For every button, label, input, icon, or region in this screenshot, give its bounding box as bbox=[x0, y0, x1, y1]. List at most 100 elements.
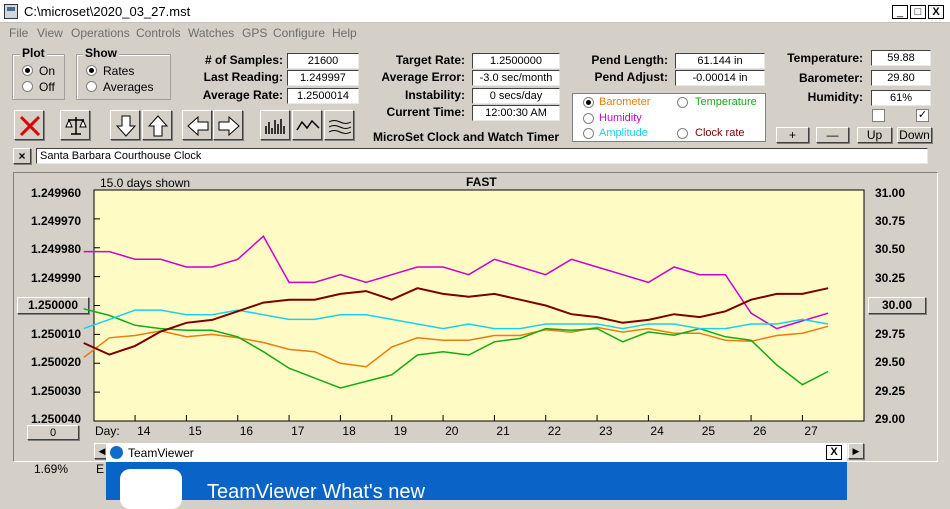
show-averages-label: Averages bbox=[103, 80, 154, 94]
minimize-button[interactable]: _ bbox=[892, 5, 908, 19]
series-line-temperature bbox=[83, 308, 829, 389]
menu-view[interactable]: View bbox=[37, 26, 63, 40]
menu-watches[interactable]: Watches bbox=[188, 26, 235, 40]
last-reading-label: Last Reading: bbox=[203, 70, 283, 84]
day-tick-label: 21 bbox=[496, 424, 510, 438]
histogram-icon bbox=[265, 119, 285, 134]
down-button[interactable]: Down bbox=[897, 127, 932, 143]
teamviewer-close-button[interactable]: X bbox=[826, 445, 842, 460]
plot-on-radio[interactable] bbox=[22, 65, 33, 76]
right-tick: 30.50 bbox=[875, 242, 906, 256]
option-checkbox-2[interactable]: ✓ bbox=[916, 109, 929, 122]
barometer-option-label: Barometer bbox=[599, 96, 651, 108]
right-tick: 30.25 bbox=[875, 271, 906, 285]
wave-lines-icon bbox=[328, 120, 352, 134]
right-tick: 29.25 bbox=[875, 384, 906, 398]
menu-operations[interactable]: Operations bbox=[71, 26, 130, 40]
clock-rate-option-label: Clock rate bbox=[695, 127, 745, 139]
arrow-down-icon bbox=[115, 115, 137, 137]
left-tick: 1.249960 bbox=[31, 186, 82, 200]
histogram-button[interactable] bbox=[260, 110, 290, 140]
day-tick-label: 14 bbox=[137, 424, 151, 438]
target-rate-label: Target Rate: bbox=[395, 53, 465, 67]
left-tick: 1.249970 bbox=[31, 214, 82, 228]
average-rate-label: Average Rate: bbox=[202, 88, 283, 102]
show-group-title: Show bbox=[83, 46, 119, 60]
minus-button[interactable]: — bbox=[816, 127, 849, 143]
left-tick: 1.250030 bbox=[31, 384, 82, 398]
current-time-label: Current Time: bbox=[386, 105, 465, 119]
teamviewer-headline: TeamViewer What's new bbox=[207, 481, 425, 503]
humidity-value: 61% bbox=[871, 90, 931, 106]
amplitude-option-label: Amplitude bbox=[599, 127, 648, 139]
temperature-value: 59.88 bbox=[871, 50, 931, 66]
menu-configure[interactable]: Configure bbox=[273, 26, 326, 40]
left-tick: 1.250020 bbox=[31, 355, 82, 369]
series-line-barometer bbox=[83, 325, 829, 368]
balance-scale-icon bbox=[65, 117, 87, 135]
left-center-value[interactable]: 1.250000 bbox=[17, 297, 89, 314]
scroll-right-button[interactable]: ▶ bbox=[848, 443, 864, 459]
target-rate-value[interactable]: 1.2500000 bbox=[472, 53, 560, 69]
humidity-label: Humidity: bbox=[807, 90, 863, 104]
pend-length-value[interactable]: 61.144 in bbox=[675, 53, 765, 69]
right-center-value[interactable]: 30.00 bbox=[868, 297, 926, 314]
temperature-radio[interactable] bbox=[677, 97, 688, 108]
right-tick: 31.00 bbox=[875, 186, 906, 200]
last-reading-value: 1.249997 bbox=[287, 70, 359, 86]
day-tick-label: 24 bbox=[650, 424, 664, 438]
average-error-label: Average Error: bbox=[381, 70, 465, 84]
app-icon bbox=[4, 4, 18, 19]
up-button[interactable]: Up bbox=[857, 127, 892, 143]
maximize-button[interactable]: □ bbox=[910, 5, 926, 19]
amplitude-radio[interactable] bbox=[583, 128, 594, 139]
day-tick-label: 22 bbox=[547, 424, 562, 438]
left-arrow-button[interactable] bbox=[182, 110, 212, 140]
stop-button[interactable] bbox=[14, 110, 44, 140]
humidity-radio[interactable] bbox=[583, 113, 594, 124]
menu-help[interactable]: Help bbox=[332, 26, 357, 40]
right-arrow-button[interactable] bbox=[213, 110, 243, 140]
day-tick-label: 20 bbox=[445, 424, 459, 438]
right-tick: 29.50 bbox=[875, 355, 906, 369]
offset-button[interactable]: 0 bbox=[27, 425, 79, 440]
right-tick: 29.00 bbox=[875, 412, 906, 426]
menu-gps[interactable]: GPS bbox=[242, 26, 268, 40]
percent-readout: 1.69% bbox=[34, 462, 69, 476]
right-tick: 29.75 bbox=[875, 327, 906, 341]
plot-group-title: Plot bbox=[20, 46, 47, 60]
smooth-button[interactable] bbox=[324, 110, 354, 140]
barometer-radio[interactable] bbox=[583, 97, 594, 108]
barometer-value: 29.80 bbox=[871, 70, 931, 86]
series-line-humidity bbox=[83, 235, 829, 330]
barometer-label: Barometer: bbox=[798, 71, 863, 85]
close-button[interactable]: X bbox=[928, 5, 944, 19]
day-tick-label: 27 bbox=[804, 424, 818, 438]
plot-area bbox=[93, 189, 865, 422]
app-caption: MicroSet Clock and Watch Timer bbox=[373, 130, 560, 144]
stop-x-icon bbox=[19, 115, 41, 137]
clear-name-button[interactable]: × bbox=[13, 148, 31, 164]
up-arrow-button[interactable] bbox=[142, 110, 172, 140]
waveform-button[interactable] bbox=[292, 110, 322, 140]
option-checkbox-1[interactable] bbox=[872, 109, 885, 122]
teamviewer-popup: TeamViewer X TeamViewer What's new bbox=[106, 443, 847, 509]
plus-button[interactable]: + bbox=[776, 127, 809, 143]
clock-rate-radio[interactable] bbox=[677, 128, 688, 139]
day-tick-label: 23 bbox=[599, 424, 613, 438]
balance-button[interactable] bbox=[60, 110, 90, 140]
day-tick-label: 26 bbox=[753, 424, 767, 438]
pend-adjust-value: -0.00014 in bbox=[675, 70, 765, 86]
series-line-amplitude bbox=[83, 309, 829, 330]
menu-controls[interactable]: Controls bbox=[136, 26, 181, 40]
menu-file[interactable]: File bbox=[9, 26, 29, 40]
show-rates-radio[interactable] bbox=[86, 65, 97, 76]
show-averages-radio[interactable] bbox=[86, 81, 97, 92]
down-arrow-button[interactable] bbox=[110, 110, 140, 140]
instability-value: 0 secs/day bbox=[472, 88, 560, 104]
plot-off-radio[interactable] bbox=[22, 81, 33, 92]
plot-on-label: On bbox=[39, 64, 56, 78]
samples-label: # of Samples: bbox=[204, 53, 283, 67]
clock-name-input[interactable]: Santa Barbara Courthouse Clock bbox=[36, 148, 928, 164]
